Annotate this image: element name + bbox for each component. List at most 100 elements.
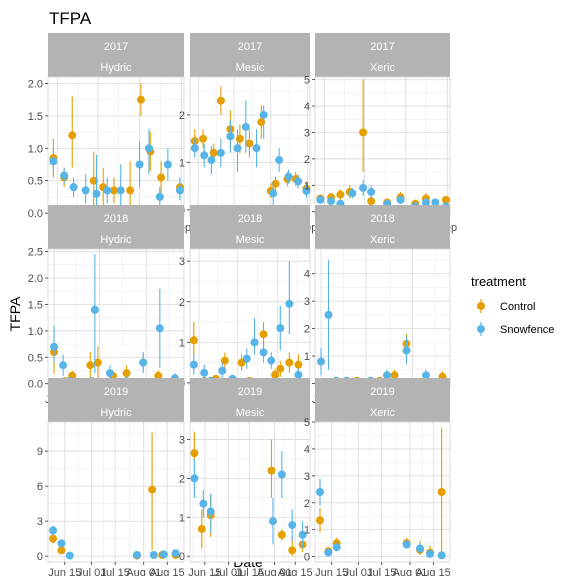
data-point [252, 144, 261, 153]
data-point [218, 366, 227, 375]
data-point [402, 540, 411, 549]
data-point [220, 356, 229, 365]
y-tick-label: 1.0 [28, 143, 43, 155]
facet-strip [48, 33, 184, 77]
data-point [317, 357, 325, 366]
y-tick-label: 0.0 [28, 208, 43, 220]
data-point [144, 144, 153, 153]
data-point [154, 371, 163, 380]
data-point [267, 466, 276, 475]
plot-area [48, 422, 184, 562]
plot-area [48, 249, 184, 389]
data-point [60, 171, 69, 180]
y-tick-label: 4 [304, 444, 310, 456]
data-point [402, 346, 411, 355]
facet-strip-year: 2018 [370, 213, 394, 225]
y-tick-label: 1.0 [28, 326, 43, 338]
data-point [277, 470, 286, 479]
data-point [294, 370, 303, 379]
y-tick-label: 0 [179, 551, 185, 563]
data-point [416, 544, 424, 553]
data-point [132, 551, 141, 559]
y-tick-label: 2 [304, 154, 310, 166]
y-tick-label: 1 [304, 180, 310, 192]
y-tick-label: 0 [304, 552, 310, 564]
data-point [216, 96, 225, 105]
y-tick-label: 3 [179, 435, 185, 447]
data-point [302, 186, 311, 195]
x-tick-label: Aug 15 [416, 567, 451, 576]
data-point [135, 160, 144, 169]
y-tick-label: 1 [179, 157, 185, 169]
data-point [149, 551, 158, 559]
data-point [206, 507, 215, 516]
facet-strip-year: 2017 [238, 41, 262, 53]
data-point [109, 186, 118, 195]
data-point [89, 176, 98, 185]
legend: treatment Control Snowfence [471, 274, 554, 336]
series-snowfence [316, 478, 446, 560]
data-point [259, 110, 268, 119]
x-tick-label: Jul 01 [77, 567, 106, 576]
panel-2018-mesic: 2018Mesic0123JunJulAug [179, 205, 311, 406]
data-point [390, 371, 399, 380]
data-point [57, 546, 66, 555]
data-point [242, 354, 251, 363]
data-point [431, 198, 440, 207]
data-point [90, 305, 99, 314]
series-snowfence [190, 100, 311, 206]
data-point [103, 186, 112, 195]
facet-strip-year: 2019 [104, 386, 128, 398]
data-point [189, 336, 198, 345]
data-point [327, 197, 336, 206]
data-point [190, 449, 199, 458]
y-tick-label: 6 [37, 481, 43, 493]
facet-strip [315, 205, 450, 249]
plot-area [315, 249, 450, 389]
y-tick-label: 4 [304, 269, 310, 281]
data-point [276, 364, 285, 373]
y-tick-label: 2 [304, 324, 310, 336]
panel-2017-xeric: 2017Xeric012345JunJulAugSep [304, 33, 457, 234]
data-point [259, 348, 268, 357]
data-point [437, 551, 446, 560]
y-tick-label: 3 [304, 127, 310, 139]
facet-strip-year: 2018 [238, 213, 262, 225]
data-point [324, 310, 333, 319]
data-point [68, 131, 77, 140]
data-point [268, 517, 277, 526]
x-tick-label: Jul 15 [100, 567, 129, 576]
facet-strip [315, 33, 450, 77]
data-point [275, 156, 284, 165]
data-point [271, 370, 280, 379]
data-point [421, 198, 430, 207]
data-point [126, 186, 135, 195]
y-tick-label: 2 [179, 473, 185, 485]
x-tick-label: Aug 01 [126, 567, 161, 576]
panel-2017-mesic: 2017Mesic012JunJulAugSep [179, 33, 317, 234]
data-point [175, 186, 184, 195]
data-point [155, 324, 164, 333]
facet-strip-site: Hydric [100, 62, 132, 74]
data-point [437, 488, 446, 496]
data-point [65, 551, 74, 560]
y-tick-label: 5 [304, 75, 310, 87]
y-tick-label: 1 [179, 512, 185, 524]
legend-key-snowfence-dot [477, 325, 485, 333]
data-point [426, 549, 434, 558]
data-point [277, 530, 286, 539]
facet-strip-site: Mesic [236, 234, 265, 246]
data-point [157, 173, 166, 182]
y-tick-label: 3 [304, 296, 310, 308]
plot-area [190, 422, 310, 562]
facet-strip-site: Mesic [236, 407, 265, 419]
facet-strip-site: Xeric [370, 234, 396, 246]
data-point [298, 530, 307, 539]
data-point [294, 360, 303, 369]
legend-key-control-dot [477, 302, 485, 310]
y-tick-label: 1 [179, 337, 185, 349]
y-tick-label: 5 [304, 417, 310, 429]
